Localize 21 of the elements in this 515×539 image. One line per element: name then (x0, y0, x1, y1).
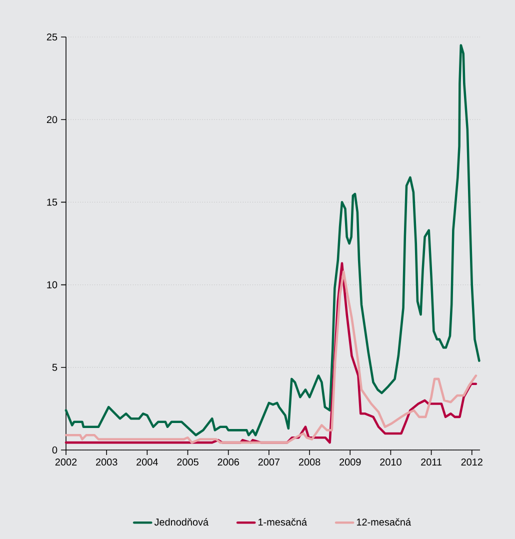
y-tick-label: 20 (46, 116, 58, 124)
y-tick-label: 15 (47, 198, 58, 206)
x-tick-label: 2005 (177, 458, 198, 466)
x-tick-label: 2011 (421, 458, 442, 466)
x-tick-label: 2006 (218, 458, 239, 466)
legend-label: 1-mesačná (258, 518, 308, 526)
line-series (64, 44, 480, 436)
y-tick-label: 5 (52, 364, 58, 371)
x-tick-label: 2002 (55, 458, 77, 466)
y-tick-label: 25 (46, 33, 58, 41)
y-tick-label: 0 (52, 446, 58, 454)
x-tick-label: 2003 (96, 458, 118, 466)
x-tick-label: 2007 (258, 458, 280, 466)
x-tick-label: 2004 (136, 458, 158, 466)
x-tick-label: 2009 (340, 458, 361, 466)
legend-label: 12-mesačná (356, 518, 412, 526)
x-tick-label: 2010 (380, 458, 402, 466)
legend-label: Jednodňová (154, 518, 209, 526)
x-tick-label: 2008 (298, 458, 320, 466)
x-tick-label: 2012 (461, 458, 482, 466)
y-tick-label: 10 (47, 281, 58, 288)
